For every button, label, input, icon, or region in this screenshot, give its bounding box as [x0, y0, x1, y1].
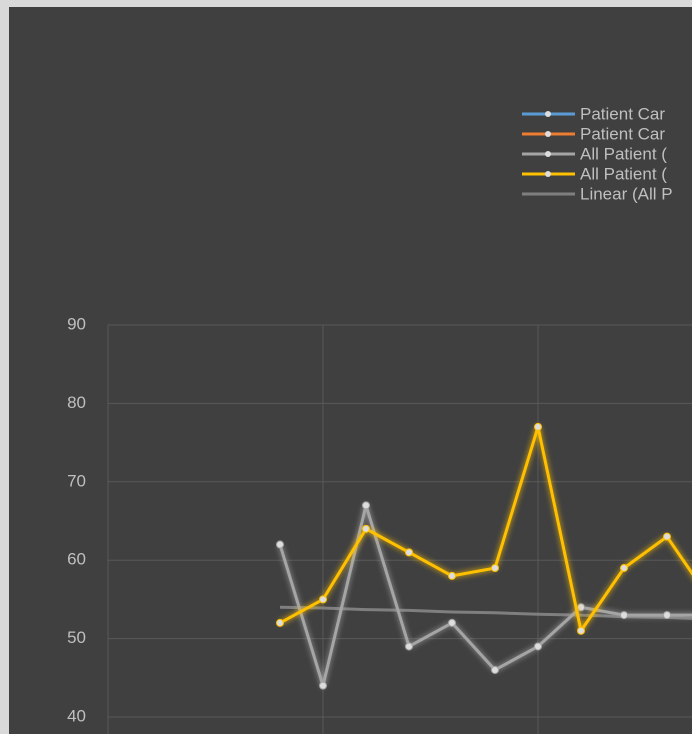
legend-label: All Patient ( [580, 144, 667, 163]
legend-marker [545, 111, 551, 117]
y-tick-label: 70 [67, 471, 86, 490]
data-point [448, 571, 456, 580]
y-tick-label: 90 [67, 314, 86, 333]
data-point [663, 532, 671, 541]
data-point [319, 595, 327, 604]
data-point [620, 564, 628, 573]
data-point [405, 642, 413, 651]
y-tick-label: 60 [67, 550, 86, 569]
legend-marker [545, 151, 551, 157]
trend-line [279, 605, 692, 620]
data-point [276, 540, 284, 549]
legend-label: Patient Car [580, 124, 665, 143]
data-point [620, 611, 628, 620]
data-point [362, 524, 370, 533]
data-point [534, 642, 542, 651]
legend-label: All Patient ( [580, 164, 667, 183]
data-point [362, 501, 370, 510]
data-point [319, 681, 327, 690]
y-tick-label: 80 [67, 393, 86, 412]
legend-label: Linear (All P [580, 184, 673, 203]
data-point [448, 618, 456, 627]
y-tick-label: 50 [67, 628, 86, 647]
data-point [663, 611, 671, 620]
data-point [491, 564, 499, 573]
data-point [276, 618, 284, 627]
data-point [534, 422, 542, 431]
data-point [577, 603, 585, 612]
y-tick-label: 40 [67, 706, 86, 725]
data-point [491, 665, 499, 674]
legend-label: Patient Car [580, 104, 665, 123]
data-point [405, 548, 413, 557]
legend-marker [545, 131, 551, 137]
data-point [577, 626, 585, 635]
legend-marker [545, 171, 551, 177]
